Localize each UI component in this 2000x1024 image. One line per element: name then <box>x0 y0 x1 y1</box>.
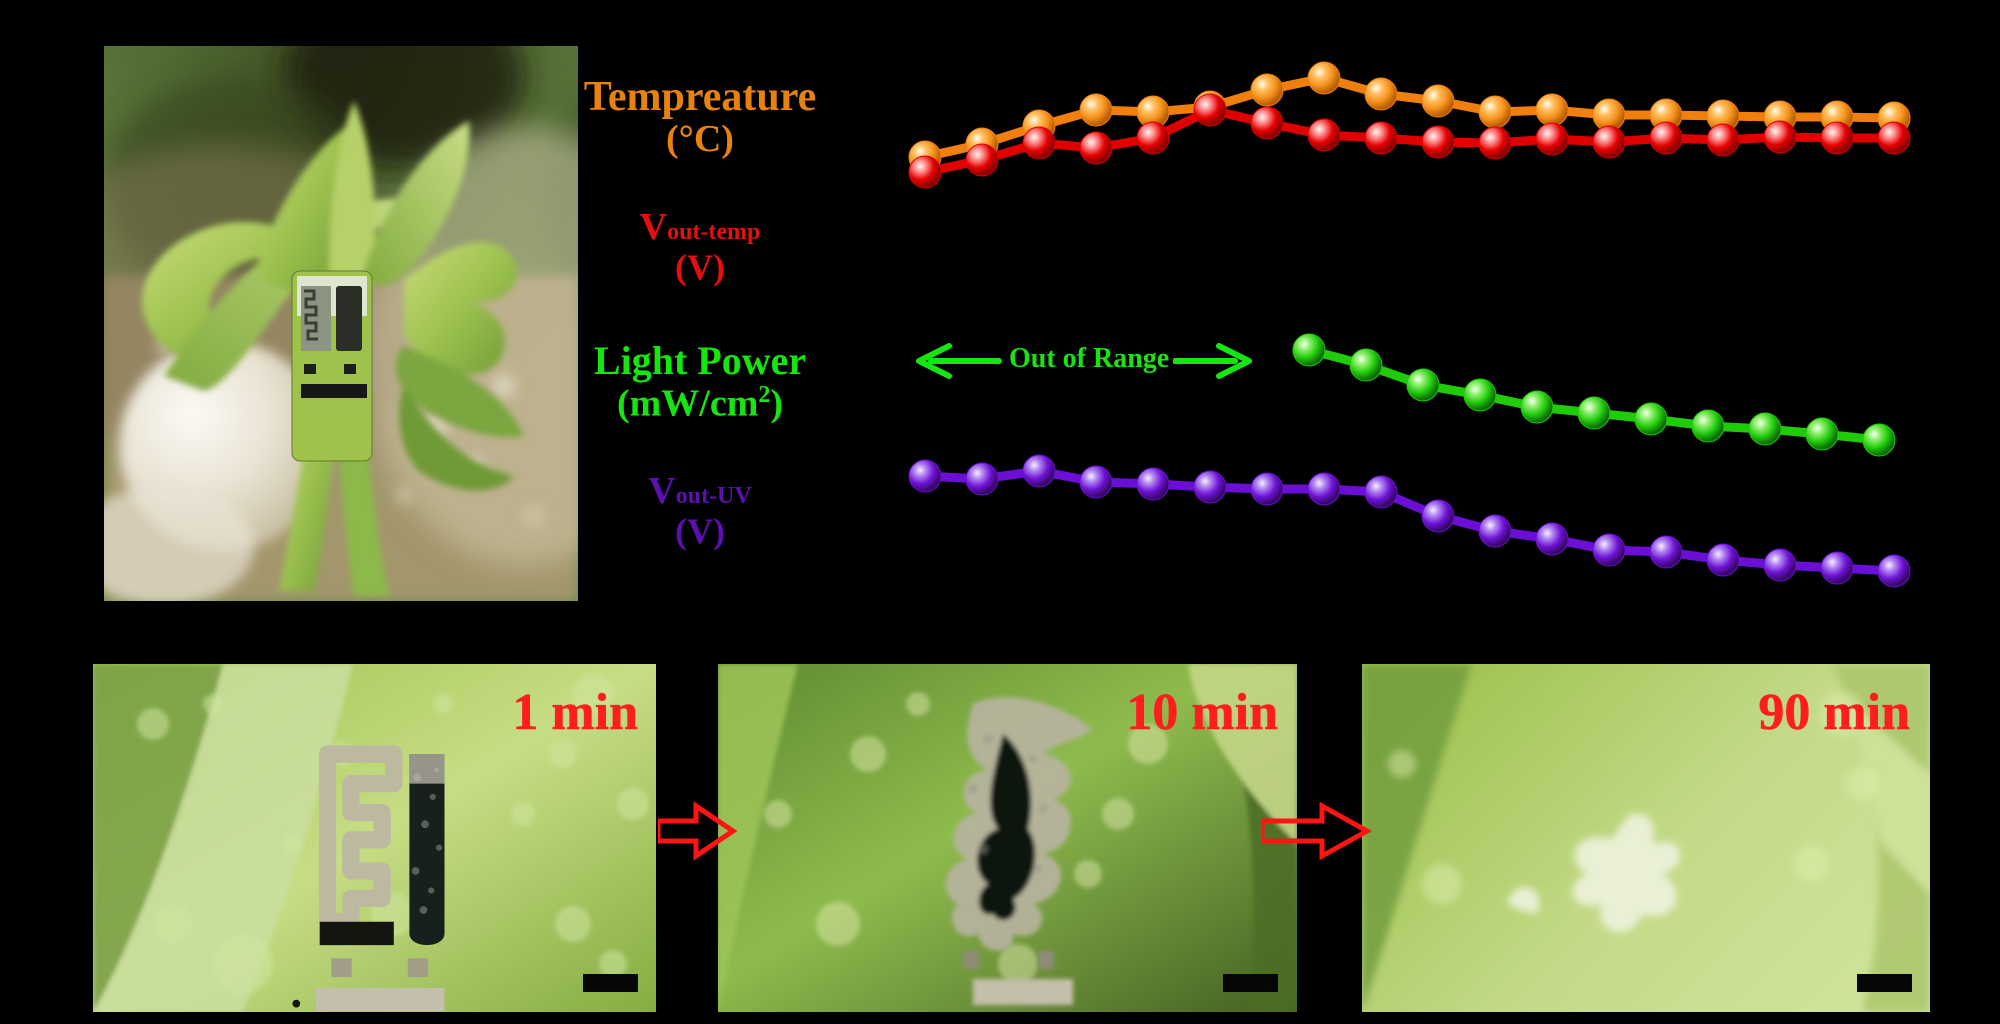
svg-text:10 min: 10 min <box>1126 684 1278 741</box>
svg-text:1 min: 1 min <box>512 684 638 741</box>
svg-text:90 min: 90 min <box>1758 684 1910 741</box>
